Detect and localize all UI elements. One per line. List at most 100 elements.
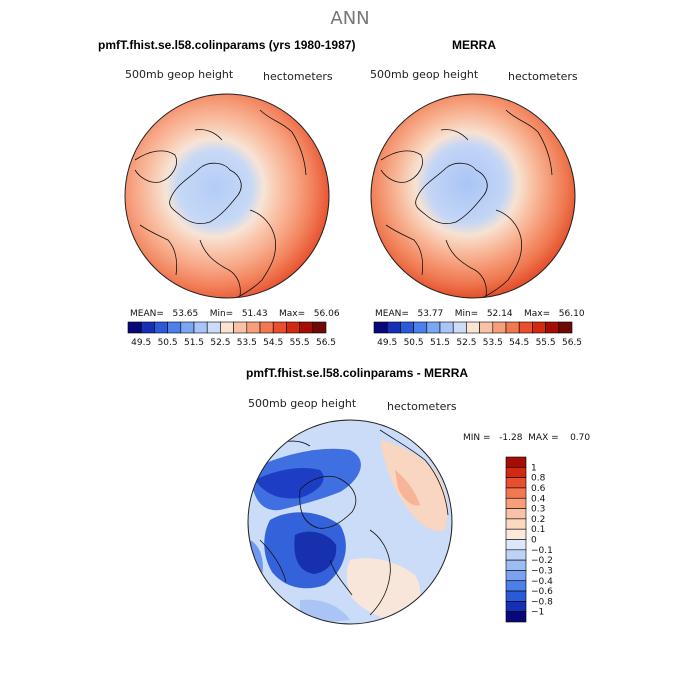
panel-1-max-value: 56.06 — [313, 309, 340, 319]
diff-colorbar-tick-label: 0.8 — [531, 474, 546, 484]
panel-1-colorbar-swatch — [193, 321, 208, 334]
panel-1-colorbar-swatch — [180, 321, 195, 334]
diff-colorbar-swatch — [505, 518, 527, 530]
panel-1-colorbar-swatch — [206, 321, 221, 334]
diff-coastlines — [259, 429, 449, 616]
panel-1-colorbar-swatch — [140, 321, 155, 334]
panel-1-colorbar-swatch — [246, 321, 261, 334]
panel-2-colorbar-swatch — [492, 321, 507, 334]
panel-1-colorbar-tick-label: 56.5 — [316, 338, 336, 348]
panel-1-mean-label: MEAN= — [130, 309, 164, 319]
diff-colorbar-tick-label: −1 — [531, 608, 544, 618]
diff-colorbar-swatch — [505, 549, 527, 561]
panel-2-colorbar-tick-label: 56.5 — [562, 338, 582, 348]
panel-2-colorbar: 49.5 50.5 51.5 52.5 53.5 54.5 55.5 56.5 — [373, 321, 582, 348]
panel-2-min-value: 52.14 — [486, 309, 513, 319]
panel-2-colorbar-swatch — [505, 321, 520, 334]
panel-2-mean-label: MEAN= — [375, 309, 409, 319]
diff-colorbar-tick-label: 0 — [531, 536, 537, 546]
diff-colorbar-tick-label: −0.1 — [531, 546, 553, 556]
panel-1-colorbar-tick-label: 51.5 — [184, 338, 204, 348]
panel-1-colorbar-swatch — [127, 321, 142, 334]
panel-1-colorbar-tick-label: 53.5 — [237, 338, 257, 348]
diff-panel-units: hectometers — [387, 400, 457, 413]
diff-colorbar-swatch — [505, 456, 527, 468]
panel-2-title: MERRA — [452, 38, 496, 52]
panel-2-colorbar-tick-label: 53.5 — [483, 338, 503, 348]
diff-panel-field-label: 500mb geop height — [248, 397, 357, 410]
panel-2-colorbar-tick-label: 52.5 — [456, 338, 476, 348]
panel-1-colorbar-tick-label: 55.5 — [290, 338, 310, 348]
panel-1-mean-value: 53.65 — [172, 309, 199, 319]
diff-colorbar-swatch — [505, 611, 527, 623]
panel-1-colorbar-swatch — [299, 321, 314, 334]
panel-1-border — [124, 93, 330, 299]
panel-1-field-label: 500mb geop height — [125, 68, 234, 81]
diff-colorbar-swatch — [505, 528, 527, 540]
panel-2-colorbar-swatch — [545, 321, 560, 334]
panel-1-colorbar: 49.5 50.5 51.5 52.5 53.5 54.5 55.5 56.5 — [127, 321, 336, 348]
panel-2-colorbar-swatch — [413, 321, 428, 334]
panel-1-colorbar-swatch — [312, 321, 327, 334]
panel-1-title: pmfT.fhist.se.l58.colinparams (yrs 1980-… — [98, 38, 356, 52]
panel-2-border — [370, 93, 576, 299]
panel-1-colorbar-tick-label: 49.5 — [131, 338, 151, 348]
diff-colorbar-swatch — [505, 590, 527, 602]
panel-1-colorbar-tick-label: 50.5 — [158, 338, 178, 348]
diff-colorbar-tick-label: 0.6 — [531, 484, 546, 494]
diff-colorbar-tick-label: 0.2 — [531, 515, 545, 525]
diff-colorbar-swatch — [505, 477, 527, 489]
diff-colorbar-swatch — [505, 580, 527, 592]
panel-1-units: hectometers — [263, 70, 333, 83]
panel-1-stats: MEAN= 53.65 Min= 51.43 Max= 56.06 — [130, 309, 340, 319]
diff-colorbar-tick-label: 0.3 — [531, 505, 545, 515]
panel-2-mean-value: 53.77 — [417, 309, 444, 319]
panel-2-colorbar-swatch — [466, 321, 480, 334]
diff-colorbar-swatch — [505, 601, 527, 612]
diff-border — [247, 419, 453, 625]
panel-2-max-label: Max= — [524, 309, 551, 319]
panel-2-map — [370, 93, 576, 299]
panel-2-stats: MEAN= 53.77 Min= 52.14 Max= 56.10 — [375, 309, 585, 319]
panel-1-field — [125, 94, 329, 298]
panel-1-min-label: Min= — [209, 309, 234, 319]
panel-2-colorbar-swatch — [439, 321, 454, 334]
diff-colorbar-tick-label: −0.4 — [531, 577, 553, 587]
diff-colorbar-tick-label: −0.8 — [531, 597, 553, 607]
diff-colorbar-tick-label: −0.3 — [531, 566, 553, 576]
panel-1-map — [124, 93, 330, 299]
panel-2-max-value: 56.10 — [558, 309, 585, 319]
diff-panel-stats: MIN = -1.28 MAX = 0.70 — [463, 433, 591, 443]
panel-2-coastlines — [380, 109, 553, 298]
panel-2-colorbar-swatch — [518, 321, 533, 334]
diff-colorbar: 10.80.60.40.30.20.10−0.1−0.2−0.3−0.4−0.6… — [505, 456, 553, 623]
panel-2-units: hectometers — [508, 70, 578, 83]
diff-colorbar-swatch — [505, 487, 527, 499]
panel-2-colorbar-swatch — [426, 321, 441, 334]
figure-title: ANN — [330, 8, 370, 29]
panel-1-colorbar-swatch — [233, 321, 248, 334]
panel-2-colorbar-tick-label: 50.5 — [404, 338, 424, 348]
panel-2-field — [371, 94, 575, 298]
diff-colorbar-swatch — [505, 559, 527, 571]
panel-1-colorbar-swatch — [259, 321, 274, 334]
diff-colorbar-tick-label: −0.6 — [531, 587, 553, 597]
panel-2-colorbar-swatch — [400, 321, 414, 334]
panel-2-min-label: Min= — [454, 309, 479, 319]
panel-2-colorbar-tick-label: 54.5 — [509, 338, 529, 348]
panel-2-colorbar-swatch — [452, 321, 467, 334]
panel-1-colorbar-swatch — [286, 321, 300, 334]
panel-2-colorbar-swatch — [558, 321, 573, 334]
diff-field-patches — [250, 440, 448, 624]
panel-2-colorbar-tick-label: 51.5 — [430, 338, 450, 348]
panel-1-colorbar-swatch — [154, 321, 168, 334]
diff-colorbar-tick-label: −0.2 — [531, 556, 553, 566]
panel-2-colorbar-swatch — [373, 321, 388, 334]
panel-1-min-value: 51.43 — [241, 309, 268, 319]
diff-colorbar-swatch — [505, 467, 527, 478]
panel-1-colorbar-tick-label: 54.5 — [263, 338, 283, 348]
panel-1-colorbar-tick-label: 52.5 — [210, 338, 230, 348]
panel-2-colorbar-swatch — [479, 321, 494, 334]
panel-1-coastlines — [134, 109, 307, 298]
diff-panel-title: pmfT.fhist.se.l58.colinparams - MERRA — [246, 366, 469, 380]
